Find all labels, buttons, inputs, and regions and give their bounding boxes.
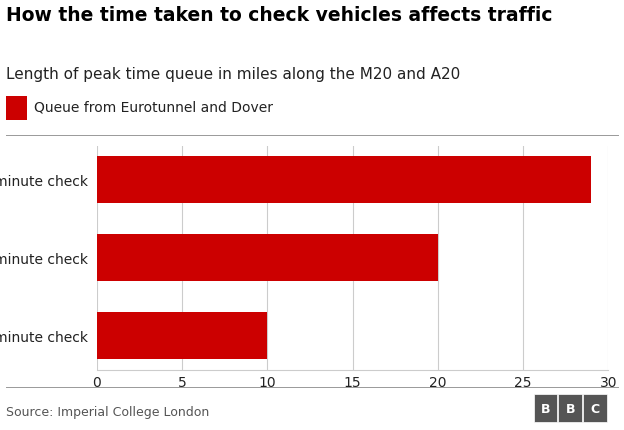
Bar [97,157,592,203]
Text: Source: Imperial College London: Source: Imperial College London [6,405,210,418]
Bar [97,234,438,282]
Text: Length of peak time queue in miles along the M20 and A20: Length of peak time queue in miles along… [6,67,461,82]
Text: B: B [565,402,575,415]
Text: How the time taken to check vehicles affects traffic: How the time taken to check vehicles aff… [6,6,553,25]
Text: B: B [540,402,550,415]
Text: Queue from Eurotunnel and Dover: Queue from Eurotunnel and Dover [34,101,273,114]
Bar [97,313,267,359]
Text: C: C [591,402,600,415]
